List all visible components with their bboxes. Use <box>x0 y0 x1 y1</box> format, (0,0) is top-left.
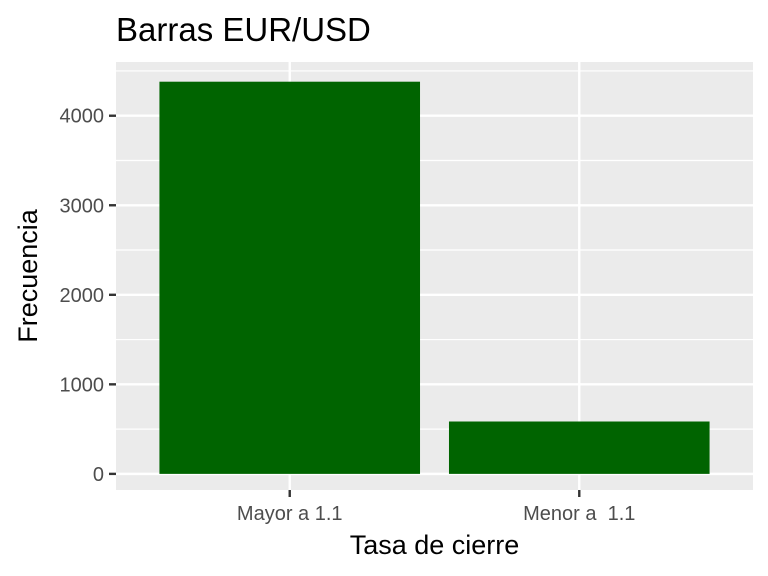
y-tick-label: 2000 <box>60 285 105 307</box>
y-tick-label: 0 <box>93 464 104 486</box>
bar <box>448 421 710 474</box>
y-tick-label: 3000 <box>60 195 105 217</box>
x-axis: Mayor a 1.1 Menor a 1.1 <box>237 490 635 525</box>
y-axis: 0 1000 2000 3000 4000 <box>60 106 116 486</box>
x-tick-label: Menor a 1.1 <box>523 503 635 525</box>
x-tick-label: Mayor a 1.1 <box>237 503 343 525</box>
y-tick-label: 1000 <box>60 374 105 396</box>
y-axis-label: Frecuencia <box>13 208 43 343</box>
chart-title: Barras EUR/USD <box>116 11 371 48</box>
y-tick-label: 4000 <box>60 106 105 128</box>
bars <box>159 81 710 474</box>
bar <box>159 81 421 474</box>
x-axis-label: Tasa de cierre <box>350 530 520 560</box>
